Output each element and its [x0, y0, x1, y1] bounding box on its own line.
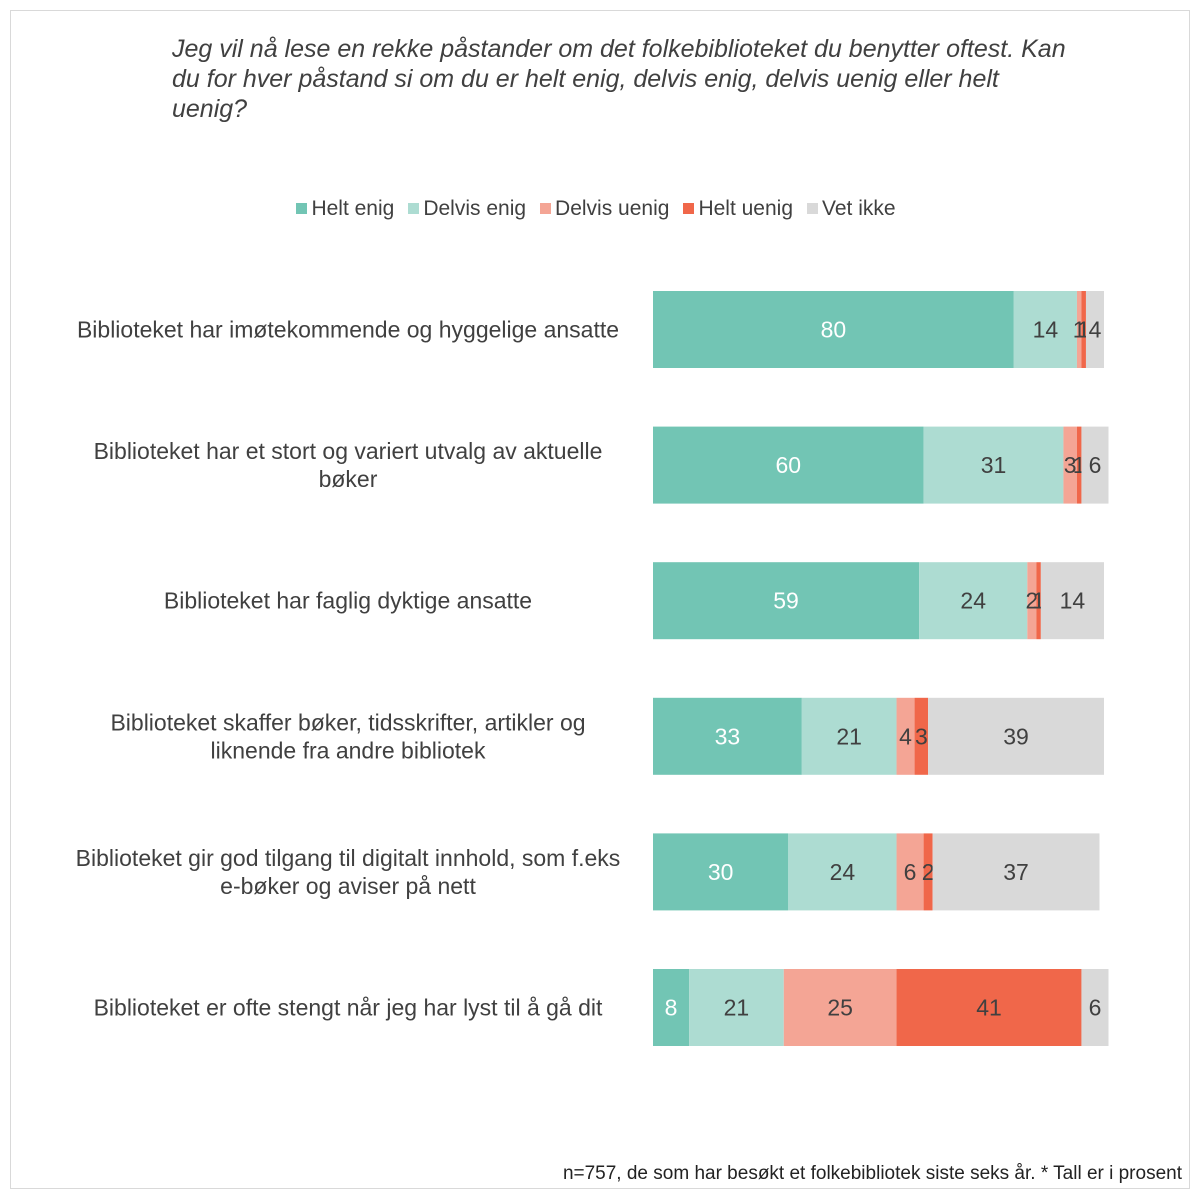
- legend-item-1: Delvis enig: [408, 197, 526, 221]
- bar-segment: [923, 833, 933, 911]
- footnote: n=757, de som har besøkt et folkebibliot…: [562, 1163, 1182, 1184]
- data-label: 33: [715, 723, 741, 749]
- category-label: Biblioteket gir god tilgang til digitalt…: [76, 845, 621, 899]
- data-label: 60: [776, 452, 802, 478]
- bar-segment: [1036, 562, 1041, 640]
- data-label: 37: [1003, 859, 1029, 885]
- bar-segment: [653, 426, 924, 504]
- category-label: Biblioteket har imøtekommende og hyggeli…: [77, 317, 619, 343]
- legend-item-2: Delvis uenig: [540, 197, 669, 221]
- bar-segment: [689, 969, 784, 1046]
- bar-segment: [1040, 562, 1104, 640]
- legend-swatch: [540, 203, 552, 214]
- data-label: 14: [1033, 317, 1059, 343]
- legend-label: Vet ikke: [822, 197, 896, 220]
- data-label: 25: [827, 995, 853, 1021]
- data-label: 14: [1060, 588, 1086, 614]
- data-label: 3: [915, 723, 928, 749]
- data-label: 2: [1025, 588, 1038, 614]
- bar-segment: [919, 562, 1028, 640]
- bar-segment: [1063, 426, 1077, 504]
- bar-segment: [1085, 291, 1104, 368]
- legend-swatch: [408, 203, 420, 214]
- bar-segment: [801, 697, 897, 775]
- bar-segment: [923, 426, 1064, 504]
- bar-segment: [928, 697, 1104, 775]
- bar-segment: [1081, 426, 1109, 504]
- bar-segment: [653, 833, 789, 911]
- data-label: 24: [960, 588, 986, 614]
- legend-label: Delvis uenig: [555, 197, 670, 220]
- data-label: 80: [821, 317, 847, 343]
- category-label: Biblioteket skaffer bøker, tidsskrifter,…: [110, 709, 585, 763]
- data-label: 4: [899, 723, 912, 749]
- data-label: 30: [708, 859, 734, 885]
- data-label: 6: [1089, 995, 1102, 1021]
- bar-segment: [1081, 291, 1086, 368]
- data-label: 6: [904, 859, 917, 885]
- data-label: 41: [976, 995, 1002, 1021]
- bar-segment: [1013, 291, 1077, 368]
- bar-segment: [1076, 291, 1082, 368]
- data-label: 8: [665, 995, 678, 1021]
- data-label: 4: [1089, 317, 1102, 343]
- legend-swatch: [807, 203, 819, 214]
- bar-segment: [896, 833, 924, 911]
- data-label: 21: [836, 723, 862, 749]
- bar-segment: [1027, 562, 1037, 640]
- category-label: Biblioteket har faglig dyktige ansatte: [164, 588, 532, 614]
- data-label: 6: [1089, 452, 1102, 478]
- chart-frame: [10, 10, 1190, 1189]
- bar-segment: [896, 697, 915, 775]
- legend-label: Helt enig: [311, 197, 395, 220]
- bar-segment: [788, 833, 897, 911]
- bar-segment: [653, 969, 690, 1046]
- bar-segment: [896, 969, 1082, 1046]
- bar-segment: [653, 562, 920, 640]
- data-label: 2: [922, 859, 935, 885]
- legend-label: Delvis enig: [423, 197, 527, 220]
- data-label: 3: [1064, 452, 1077, 478]
- bar-segment: [1081, 969, 1109, 1046]
- bar-segment: [783, 969, 897, 1046]
- category-label: Biblioteket er ofte stengt når jeg har l…: [94, 995, 603, 1021]
- legend-item-4: Vet ikke: [807, 197, 896, 221]
- legend-item-3: Helt uenig: [683, 197, 793, 221]
- legend-label: Helt uenig: [698, 197, 794, 220]
- data-label: 31: [981, 452, 1007, 478]
- legend: Helt enig Delvis enig Delvis uenig Helt uen…: [0, 197, 1192, 221]
- bar-segment: [914, 697, 929, 775]
- chart-title: Jeg vil nå lese en rekke påstander om de…: [172, 35, 1066, 123]
- bar-segment: [1076, 426, 1082, 504]
- legend-swatch: [683, 203, 695, 214]
- data-label: 24: [830, 859, 856, 885]
- bar-segment: [653, 697, 802, 775]
- data-label: 59: [773, 588, 799, 614]
- bar-segment: [932, 833, 1100, 911]
- data-label: 21: [724, 995, 750, 1021]
- data-label: 39: [1003, 723, 1029, 749]
- legend-item-0: Helt enig: [296, 197, 394, 221]
- bar-segment: [653, 291, 1014, 368]
- legend-swatch: [296, 203, 308, 214]
- category-label: Biblioteket har et stort og variert utva…: [94, 438, 603, 492]
